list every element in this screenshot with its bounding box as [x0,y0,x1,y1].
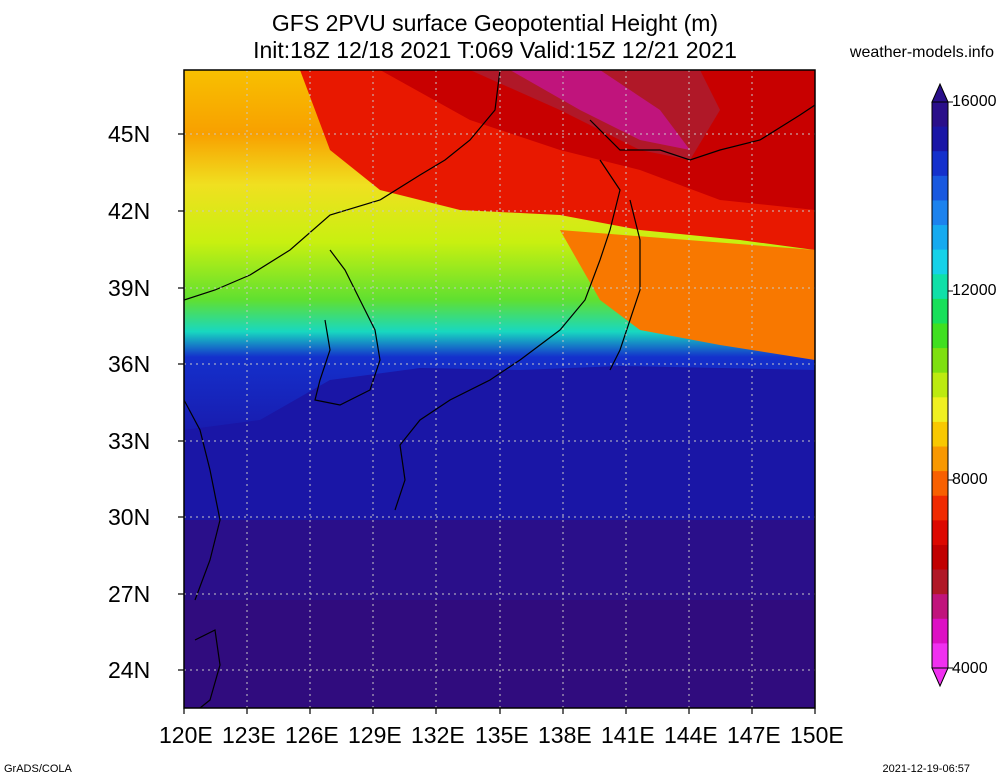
colorbar-label-4000: 4000 [952,660,988,677]
graticule [184,70,815,708]
lat-label-24n: 24N [108,657,151,683]
lon-label-129e: 129E [348,722,402,748]
colorbar-segment [932,397,948,423]
colorbar-segment [932,520,948,546]
coastlines [184,70,815,708]
height-field [184,70,815,708]
site-credit: weather-models.info [849,44,994,61]
colorbar-arrow-down [931,667,949,688]
lat-label-33n: 33N [108,428,151,454]
colorbar-segment [932,544,948,571]
colorbar-segment [932,348,948,374]
colorbar-segment [932,594,948,620]
colorbar-frame [931,101,949,669]
colorbar-label-16000: 16000 [952,93,997,110]
lon-label-138e: 138E [538,722,592,748]
colorbar-segment [932,643,948,669]
lat-label-30n: 30N [108,504,151,530]
lon-label-126e: 126E [285,722,339,748]
lat-label-42n: 42N [108,198,151,224]
lat-label-36n: 36N [108,351,151,377]
colorbar-segment [932,446,948,472]
lon-label-141e: 141E [601,722,655,748]
lat-label-27n: 27N [108,581,151,607]
lon-label-144e: 144E [664,722,718,748]
colorbar-segment [932,495,948,521]
colorbar-segment [932,225,948,251]
colorbar-segment [932,618,948,644]
lon-label-123e: 123E [222,722,276,748]
colorbar-segment [932,249,948,275]
lat-label-39n: 39N [108,275,151,301]
colorbar-segment [932,298,948,324]
lon-label-150e: 150E [790,722,844,748]
colorbar-segment [932,126,948,152]
lon-label-135e: 135E [475,722,529,748]
axis-ticks [178,133,816,714]
colorbar-segment [932,471,948,497]
colorbar-segment [932,323,948,349]
colorbar-segment [932,372,948,398]
colorbar-label-8000: 8000 [952,471,988,488]
lon-label-132e: 132E [411,722,465,748]
lon-label-147e: 147E [727,722,781,748]
colorbar-label-12000: 12000 [952,282,997,299]
lat-label-45n: 45N [108,121,151,147]
chart-subtitle: Init:18Z 12/18 2021 T:069 Valid:15Z 12/2… [253,37,737,63]
colorbar-segment [932,175,948,201]
colorbar-segment [932,151,948,177]
colorbar-segment [932,200,948,226]
lon-label-120e: 120E [159,722,213,748]
chart-title: GFS 2PVU surface Geopotential Height (m) [271,10,719,36]
colorbar-segment [932,102,948,128]
footer-timestamp: 2021-12-19-06:57 [882,763,970,775]
colorbar [931,82,953,688]
colorbar-segment [932,569,948,595]
colorbar-segment [932,274,948,300]
colorbar-arrow-up [931,82,949,103]
colorbar-segment [932,421,948,448]
footer-software: GrADS/COLA [4,763,72,775]
